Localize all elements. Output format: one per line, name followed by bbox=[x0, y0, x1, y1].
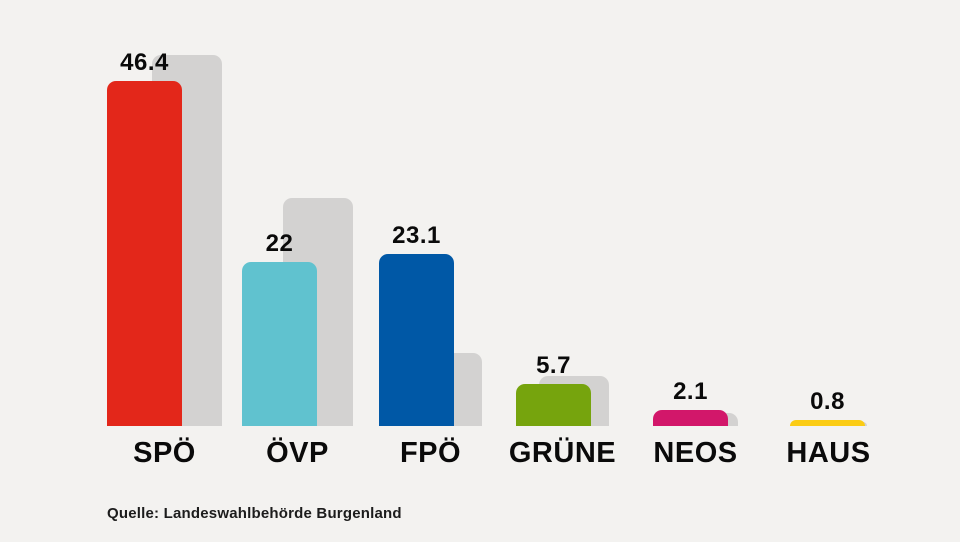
category-label-gruene: GRÜNE bbox=[508, 437, 617, 469]
category-label-oevp: ÖVP bbox=[266, 437, 329, 469]
value-label-spoe: 46.4 bbox=[120, 49, 169, 76]
value-label-neos: 2.1 bbox=[673, 378, 708, 405]
result-bar-haus bbox=[790, 420, 865, 426]
result-bar-neos bbox=[653, 410, 728, 426]
value-label-fpoe: 23.1 bbox=[392, 222, 441, 249]
category-label-neos: NEOS bbox=[653, 437, 738, 469]
category-label-spoe: SPÖ bbox=[133, 437, 196, 469]
source-caption: Quelle: Landeswahlbehörde Burgenland bbox=[107, 505, 402, 522]
result-bar-oevp bbox=[242, 262, 317, 426]
value-label-gruene: 5.7 bbox=[536, 352, 571, 379]
category-label-fpoe: FPÖ bbox=[399, 437, 462, 469]
value-label-oevp: 22 bbox=[265, 230, 294, 257]
result-bar-spoe bbox=[107, 81, 182, 426]
result-bar-gruene bbox=[516, 384, 591, 426]
value-label-haus: 0.8 bbox=[810, 388, 845, 415]
result-bar-fpoe bbox=[379, 254, 454, 426]
category-label-haus: HAUS bbox=[786, 437, 871, 469]
